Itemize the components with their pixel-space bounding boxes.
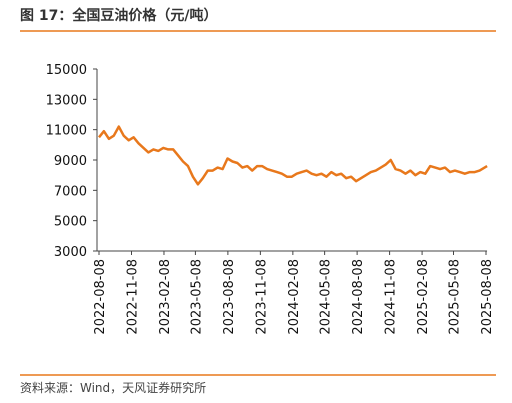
y-tick-label: 13000 xyxy=(46,93,87,108)
x-tick-label: 2023-11-08 xyxy=(254,259,269,335)
x-tick-label: 2023-08-08 xyxy=(222,259,237,335)
x-tick-label: 2025-05-08 xyxy=(448,259,463,335)
x-tick-label: 2024-05-08 xyxy=(319,259,334,335)
y-tick-label: 5000 xyxy=(54,215,87,230)
x-tick-label: 2024-08-08 xyxy=(351,259,366,335)
x-tick-label: 2023-05-08 xyxy=(189,259,204,335)
x-tick-label: 2025-02-08 xyxy=(416,259,431,335)
x-tick-label: 2024-02-08 xyxy=(287,259,302,335)
y-tick-label: 15000 xyxy=(46,63,87,78)
x-tick-label: 2025-08-08 xyxy=(480,259,495,335)
y-tick-label: 11000 xyxy=(46,124,87,139)
x-tick-label: 2023-02-08 xyxy=(158,259,173,335)
x-tick-label: 2022-11-08 xyxy=(125,259,140,335)
x-tick-label: 2022-08-08 xyxy=(93,259,108,335)
chart-title: 图 17：全国豆油价格（元/吨） xyxy=(20,7,217,24)
series-line xyxy=(98,125,488,186)
source: 资料来源：Wind，天风证券研究所 xyxy=(20,380,206,395)
y-tick-label: 9000 xyxy=(54,154,87,169)
y-tick-label: 7000 xyxy=(54,184,87,199)
y-tick-label: 3000 xyxy=(54,245,87,260)
x-tick-label: 2024-11-08 xyxy=(384,259,399,335)
